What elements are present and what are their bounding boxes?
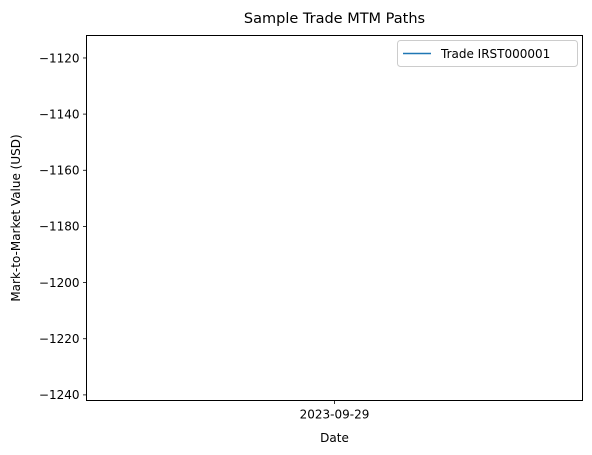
y-axis-label: Mark-to-Market Value (USD): [9, 134, 23, 301]
y-tick-label: −1180: [39, 220, 80, 234]
y-tick-label: −1140: [39, 107, 80, 121]
x-axis: 2023-09-29: [300, 400, 370, 422]
y-tick-label: −1240: [39, 388, 80, 402]
legend-label: Trade IRST000001: [440, 47, 550, 61]
x-tick-label: 2023-09-29: [300, 408, 370, 422]
x-axis-label: Date: [320, 431, 349, 445]
y-tick-label: −1220: [39, 332, 80, 346]
chart-title: Sample Trade MTM Paths: [244, 11, 425, 27]
y-tick-label: −1120: [39, 51, 80, 65]
y-tick-label: −1160: [39, 164, 80, 178]
plot-frame: [86, 35, 583, 401]
y-tick-label: −1200: [39, 276, 80, 290]
legend: Trade IRST000001: [397, 40, 578, 67]
y-axis: −1120 −1140 −1160 −1180 −1200 −1220 −1240: [39, 51, 87, 402]
legend-box: [397, 40, 578, 67]
